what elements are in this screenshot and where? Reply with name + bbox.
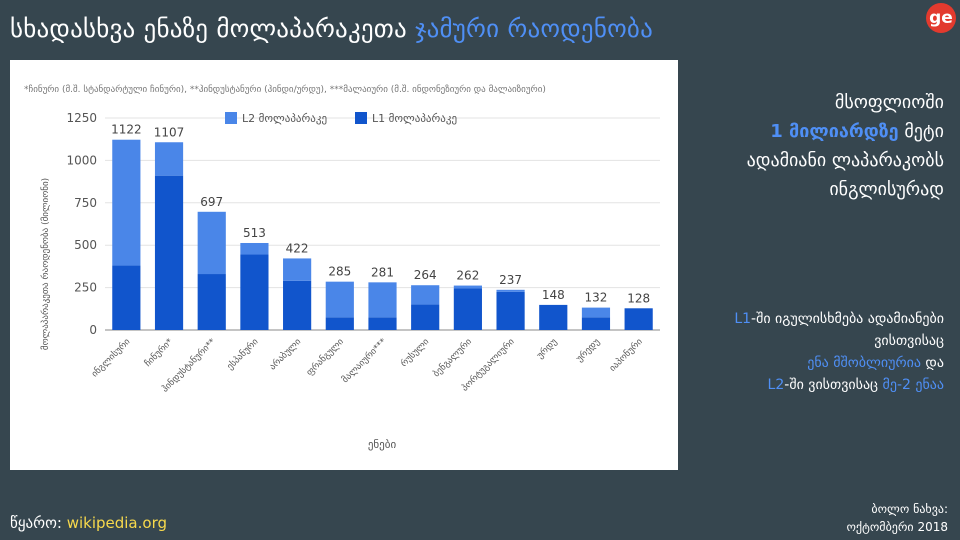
site-logo[interactable]: ge	[926, 3, 956, 33]
l1-l2-note: L1-ში იგულისხმება ადამიანები ვისთვისაც ე…	[654, 308, 944, 396]
x-tick-label-7: რუსული	[398, 336, 431, 369]
y-axis-label: მოლაპარაკეთა რაოდენობა (მილიონი)	[40, 178, 51, 350]
x-tick-label-0: ინგლისური	[89, 336, 132, 379]
y-tick-label-0: 0	[89, 323, 97, 337]
bar-l1-6	[368, 317, 397, 330]
fact-line-2: 1 მილიარდზე მეტი	[694, 117, 944, 146]
last-view-date: ოქტომბერი 2018	[846, 520, 948, 534]
fact-highlight: 1 მილიარდზე	[770, 121, 899, 142]
x-tick-label-12: იაპონური	[607, 336, 645, 374]
fact-line-4: ინგლისურად	[829, 179, 944, 200]
fact-line-2-rest: მეტი	[898, 121, 944, 142]
bar-total-label-4: 422	[286, 241, 309, 255]
chart-footnote: *ჩინური (მ.შ. სტანდარტული ჩინური), **ჰინ…	[24, 84, 546, 95]
bar-l2-0	[112, 139, 141, 266]
legend-label-l2: L2 მოლაპარაკე	[242, 112, 327, 125]
bar-total-label-9: 237	[499, 273, 522, 287]
bar-total-label-12: 128	[627, 291, 650, 305]
bar-l2-1	[154, 142, 184, 176]
x-tick-label-10: ურდუ	[535, 336, 560, 361]
bar-l1-2	[197, 274, 226, 330]
fact-line-3: ადამიანი ლაპარაკობს	[746, 150, 944, 171]
x-axis-label: ენები	[368, 438, 397, 451]
bar-l2-3	[240, 242, 269, 255]
bar-l1-8	[453, 288, 482, 330]
note-l2: L2	[767, 377, 785, 393]
english-fact: მსოფლიოში 1 მილიარდზე მეტი ადამიანი ლაპა…	[694, 88, 944, 204]
bar-l1-12	[624, 308, 653, 330]
bar-l1-1	[154, 175, 184, 330]
note-line-3: ენა მშობლიურია და	[654, 352, 944, 374]
chart-panel: *ჩინური (მ.შ. სტანდარტული ჩინური), **ჰინ…	[10, 60, 678, 470]
slide-title-highlight: ჯამური რაოდენობა	[415, 14, 653, 43]
bar-l2-7	[411, 285, 440, 305]
slide-title-main: სხადასხვა ენაზე მოლაპარაკეთა	[10, 14, 407, 43]
x-tick-label-4: არაბული	[267, 336, 303, 372]
y-tick-label-3: 750	[74, 196, 97, 210]
y-tick-label-2: 500	[74, 238, 97, 252]
bar-total-label-2: 697	[200, 195, 223, 209]
y-tick-label-5: 1250	[66, 111, 97, 125]
slide-title: სხადასხვა ენაზე მოლაპარაკეთა ჯამური რაოდ…	[10, 14, 653, 43]
bar-total-label-6: 281	[371, 265, 394, 279]
logo-text: ge	[929, 8, 953, 28]
source-label: წყარო:	[10, 514, 67, 532]
note-line-4: L2-ში ვისთვისაც მე-2 ენაა	[654, 374, 944, 396]
note-and: და	[920, 355, 944, 371]
bar-total-label-11: 132	[585, 291, 608, 305]
bar-l1-5	[325, 317, 354, 330]
bar-total-label-8: 262	[456, 269, 479, 283]
note-l1: L1	[734, 311, 752, 327]
bar-total-label-0: 1122	[111, 123, 142, 137]
note-second: მე-2 ენაა	[882, 377, 944, 393]
last-view: ბოლო ნახვა: ოქტომბერი 2018	[846, 500, 948, 536]
note-l2-text: -ში ვისთვისაც	[784, 377, 883, 393]
bar-l2-5	[325, 281, 354, 318]
bar-total-label-1: 1107	[154, 125, 185, 139]
legend-label-l1: L1 მოლაპარაკე	[372, 112, 457, 125]
bar-total-label-10: 148	[542, 288, 565, 302]
bar-l2-9	[496, 289, 525, 292]
bar-l2-8	[453, 285, 482, 289]
note-native: ენა მშობლიურია	[807, 355, 921, 371]
bar-l2-11	[581, 307, 611, 318]
source: წყარო: wikipedia.org	[10, 514, 167, 532]
x-tick-label-8: ბენგალური	[431, 336, 474, 379]
note-line-2: ვისთვისაც	[874, 333, 944, 349]
speakers-bar-chart: *ჩინური (მ.შ. სტანდარტული ჩინური), **ჰინ…	[24, 84, 660, 451]
bar-total-label-5: 285	[328, 265, 351, 279]
source-link[interactable]: wikipedia.org	[66, 514, 167, 532]
legend-swatch-l2	[225, 112, 237, 124]
x-tick-label-5: ფრანგული	[304, 336, 346, 378]
bar-l2-4	[283, 258, 312, 281]
x-tick-label-11: ურედუ	[574, 336, 602, 364]
bar-l2-6	[368, 282, 397, 318]
x-tick-label-1: ჩინური*	[143, 336, 176, 369]
bar-l1-3	[240, 254, 269, 330]
bar-l1-0	[112, 265, 141, 330]
y-tick-label-4: 1000	[66, 153, 97, 167]
note-line-1: L1-ში იგულისხმება ადამიანები	[654, 308, 944, 330]
fact-line-1: მსოფლიოში	[834, 92, 944, 113]
bar-total-label-7: 264	[414, 268, 437, 282]
bar-l1-4	[283, 280, 312, 330]
note-l1-text: -ში იგულისხმება ადამიანები	[751, 311, 944, 327]
bar-total-label-3: 513	[243, 226, 266, 240]
bar-l1-7	[411, 304, 440, 330]
bar-l1-11	[581, 317, 611, 330]
bar-l1-9	[496, 291, 525, 330]
x-tick-label-3: ესპანური	[225, 336, 261, 372]
y-tick-label-1: 250	[74, 281, 97, 295]
bar-l1-10	[539, 304, 568, 330]
last-view-label: ბოლო ნახვა:	[871, 502, 948, 516]
bar-l2-2	[197, 211, 226, 275]
x-tick-label-6: მალაიური***	[340, 336, 389, 385]
legend-swatch-l1	[355, 112, 367, 124]
